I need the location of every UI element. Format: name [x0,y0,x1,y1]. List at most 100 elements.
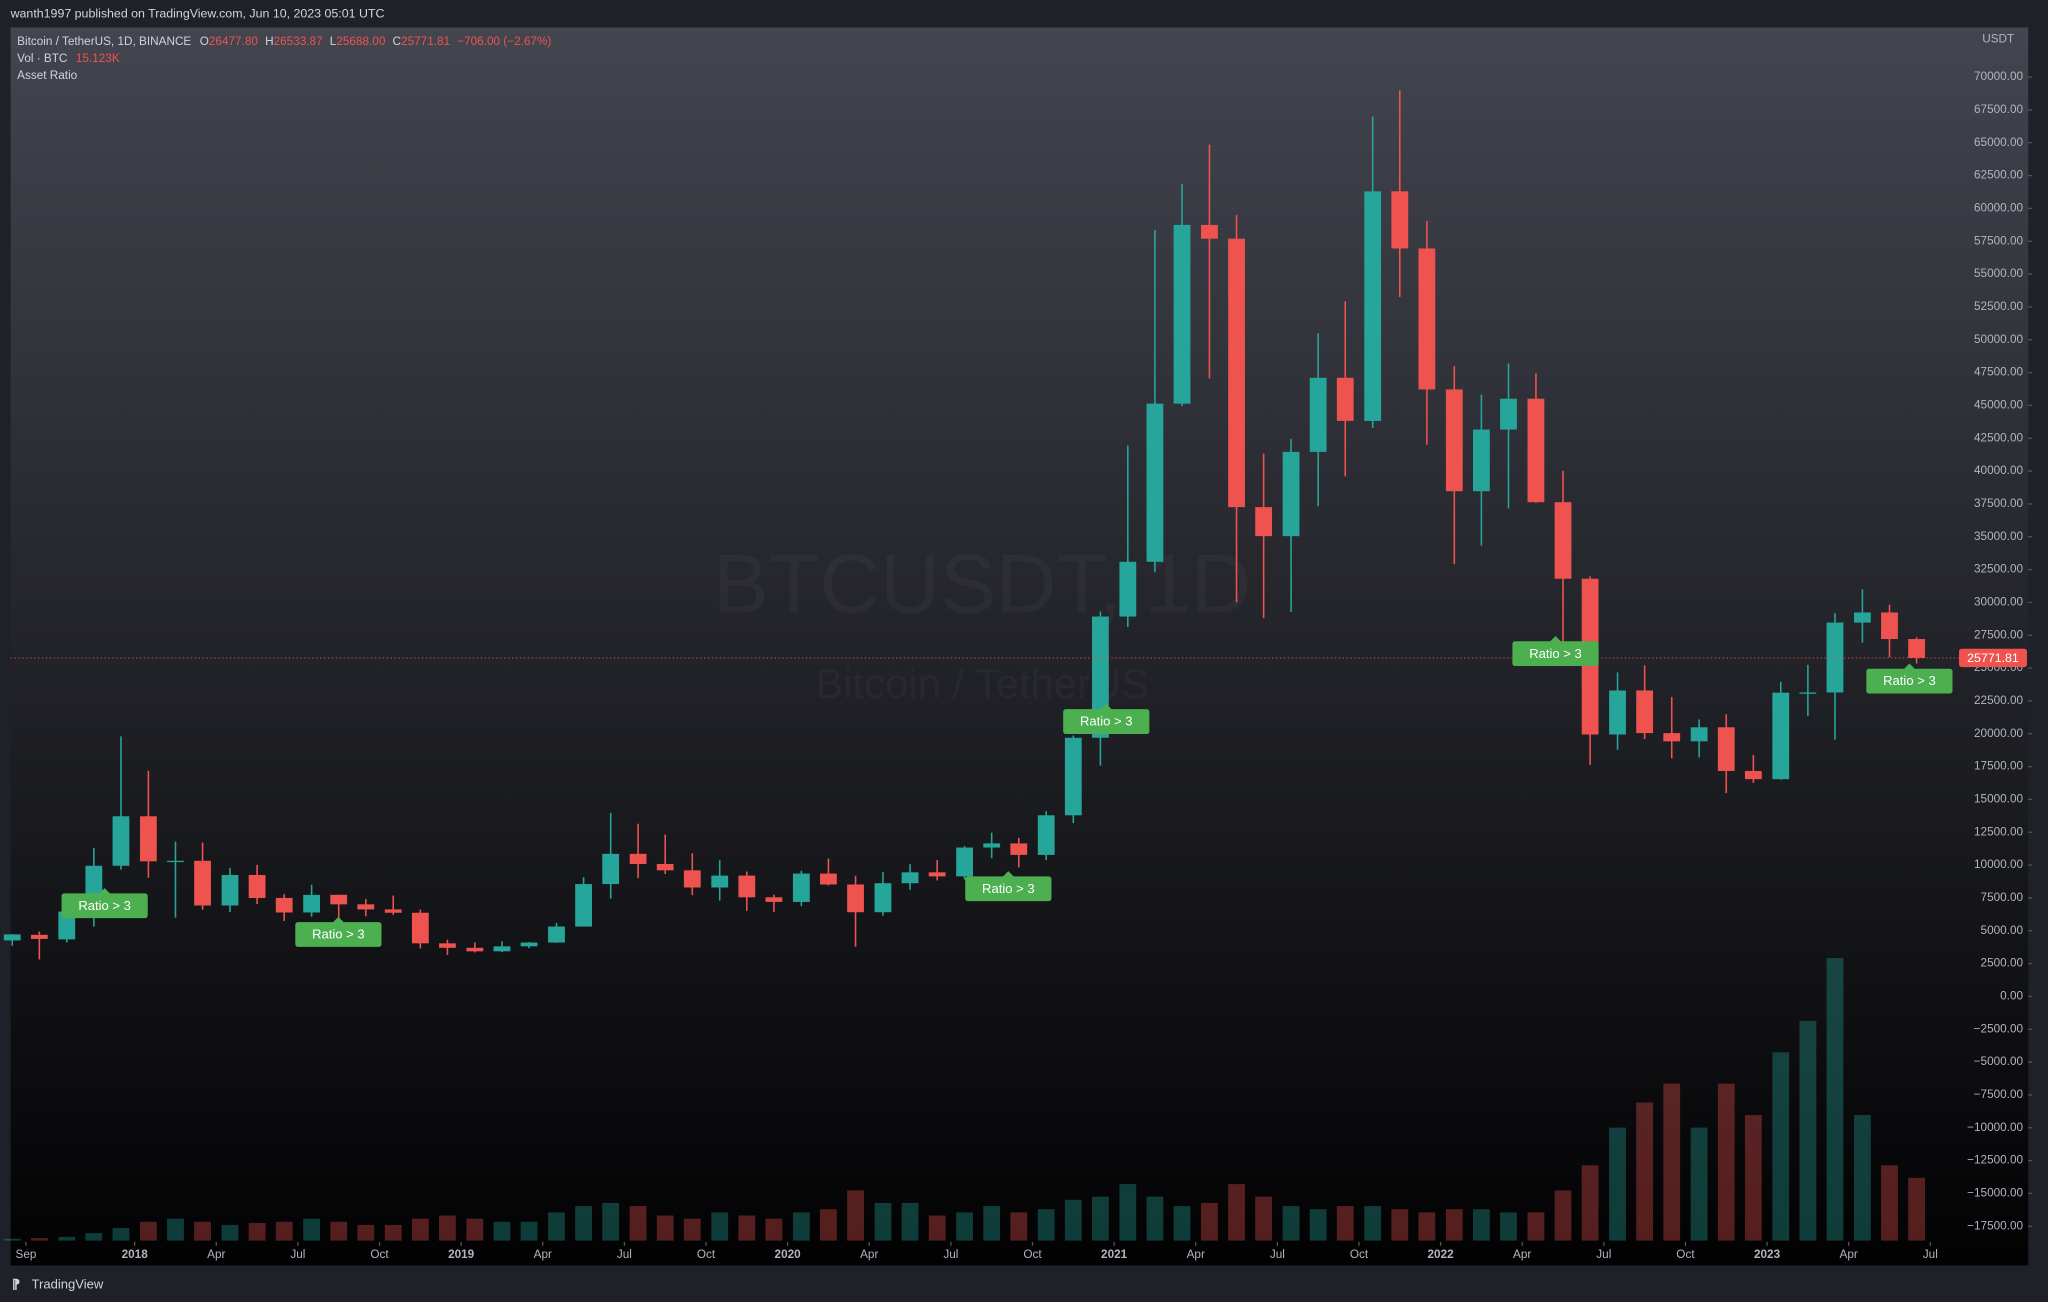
candle-body [112,816,130,866]
volume-bar [139,1221,157,1241]
annotation-pointer [1001,871,1015,878]
candle-body [1527,398,1545,503]
candle-body [1717,727,1735,771]
volume-bar [221,1224,239,1241]
x-tick-label: Oct [1676,1248,1695,1261]
ohlc-label: C [393,35,402,48]
volume-bar [901,1202,919,1241]
candle-body [1609,690,1626,735]
x-tick-label: Apr [860,1248,878,1261]
y-tick-label: 62500.00 [1974,169,2023,182]
annotation-pointer [1902,663,1916,671]
x-tick-label: Jul [290,1248,305,1261]
y-tick-label: 70000.00 [1974,70,2023,83]
candle-body [1881,612,1898,640]
volume-bar [1717,1083,1735,1241]
volume-bar [1908,1177,1925,1241]
candle-body [602,853,620,885]
volume-bar [1772,1052,1790,1241]
candle-body [1690,727,1708,742]
y-tick-label: 0.00 [2000,990,2023,1003]
volume-bar [1146,1196,1164,1241]
ohlc-value: 25688.00 [336,35,385,48]
candle-body [1853,612,1871,623]
y-tick-label: −7500.00 [1974,1088,2024,1101]
annotation-pointer [98,888,112,895]
ohlc-label: H [265,35,274,48]
volume-bar [792,1212,810,1241]
volume-bar [874,1202,892,1241]
annotation-box [1512,641,1599,667]
candle-body [275,897,293,913]
volume-bar [439,1215,456,1241]
candle-body [1146,403,1164,562]
x-tick-label: 2018 [122,1248,149,1261]
x-tick-label: Jul [943,1248,958,1261]
volume-bar [303,1218,321,1241]
y-tick-label: 2500.00 [1981,957,2024,970]
candle-body [548,926,565,943]
volume-bar [1391,1209,1409,1241]
candle-body [493,946,511,952]
volume-bar [711,1212,729,1241]
candle-body [901,872,919,884]
candle-body [1663,733,1681,742]
candle-body [139,816,157,862]
candle-body [330,894,348,905]
candle-body [248,874,266,898]
y-tick-label: 47500.00 [1974,366,2023,379]
footer-brand: TradingView [32,1276,104,1291]
y-tick-label: −15000.00 [1967,1187,2023,1200]
chart-panel [10,27,2029,1266]
annotation-box [61,893,148,919]
candle-body [466,947,484,952]
published-note: wanth1997 published on TradingView.com, … [10,7,385,21]
candle-body [30,934,48,939]
volume-bar [629,1206,647,1241]
candle-body [167,860,184,863]
candle-body [194,860,211,906]
y-tick-label: 10000.00 [1974,858,2023,871]
candle-body [384,909,402,913]
volume-bar [1472,1209,1490,1241]
watermark-symbol: BTCUSDT, 1D [713,536,1252,630]
volume-bar [357,1224,375,1241]
volume-bar [1581,1165,1599,1241]
annotation-pointer [1099,703,1113,711]
candle-body [520,942,538,947]
y-tick-label: 20000.00 [1974,727,2023,740]
volume-bar [1826,958,1844,1241]
volume-bar [602,1202,620,1241]
candle-body [58,911,76,940]
annotation-label: Ratio > 3 [1883,673,1936,688]
candle-body [1908,639,1925,658]
volume-bar [30,1238,48,1241]
volume-bar [765,1218,783,1241]
x-tick-label: Oct [1023,1248,1042,1261]
annotation-box [295,922,382,947]
y-tick-label: −5000.00 [1974,1055,2024,1068]
x-tick-label: Jul [617,1248,632,1261]
volume-bar [520,1221,538,1241]
candle-body [1364,191,1382,421]
y-tick-label: 22500.00 [1974,694,2023,707]
candle-body [1119,561,1137,617]
volume-bar [112,1228,130,1241]
x-tick-label: 2020 [775,1248,802,1261]
candle-body [874,883,892,913]
annotation-pointer [1548,636,1563,643]
y-tick-label: 37500.00 [1974,497,2023,510]
volume-bar [820,1209,837,1241]
x-tick-label: 2023 [1754,1248,1781,1261]
volume-bar [1064,1199,1082,1241]
x-tick-label: 2021 [1101,1248,1128,1261]
candle-body [303,894,321,913]
volume-bar [738,1215,756,1241]
y-tick-label: 57500.00 [1974,234,2023,247]
candle-body [1500,398,1517,430]
x-tick-label: Oct [697,1248,716,1261]
volume-bar [493,1221,511,1241]
candle-body [711,875,729,888]
volume-bar [466,1218,484,1241]
